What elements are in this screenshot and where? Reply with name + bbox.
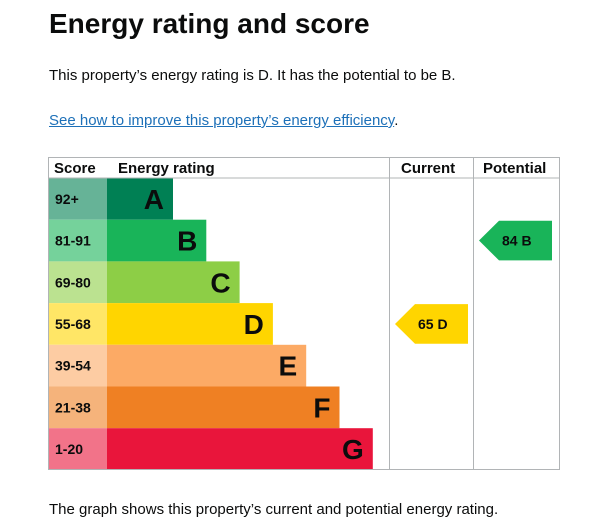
current-rating-arrow bbox=[395, 304, 468, 344]
page-title: Energy rating and score bbox=[49, 8, 370, 39]
potential-rating-arrow bbox=[479, 220, 552, 261]
current-rating-label: 65 D bbox=[418, 316, 448, 332]
rating-letter-g: G bbox=[342, 434, 364, 465]
rating-bar-c bbox=[107, 261, 240, 304]
rating-letter-e: E bbox=[279, 351, 298, 382]
rating-bar-f bbox=[107, 386, 340, 429]
rating-letter-d: D bbox=[244, 309, 264, 340]
rating-bar-b bbox=[107, 219, 207, 262]
potential-rating-label: 84 B bbox=[502, 233, 532, 249]
energy-rating-graph: Score Energy rating Current Potential 92+ A 81… bbox=[48, 157, 560, 470]
graph-footnote: The graph shows this property’s current … bbox=[49, 501, 499, 518]
rating-bar-e bbox=[107, 344, 307, 387]
improve-efficiency-link[interactable]: See how to improve this property’s energ… bbox=[49, 112, 395, 129]
score-cell-e bbox=[48, 344, 107, 387]
chart-border bbox=[48, 157, 560, 470]
score-cell-a bbox=[48, 178, 107, 220]
rating-letter-a: A bbox=[144, 184, 164, 215]
score-cell-c bbox=[48, 261, 107, 304]
score-range-f: 21-38 bbox=[55, 399, 91, 415]
score-range-e: 39-54 bbox=[55, 358, 91, 374]
rating-letter-c: C bbox=[210, 267, 230, 298]
score-range-c: 69-80 bbox=[55, 274, 91, 290]
score-cell-d bbox=[48, 303, 107, 345]
link-suffix: . bbox=[394, 112, 399, 129]
energy-rating-header: Energy rating bbox=[118, 160, 215, 177]
rating-bar-d bbox=[107, 303, 273, 345]
potential-header: Potential bbox=[483, 160, 546, 177]
score-range-d: 55-68 bbox=[55, 316, 91, 332]
score-cell-b bbox=[48, 219, 107, 262]
rating-bar-g bbox=[107, 428, 373, 470]
score-cell-g bbox=[48, 428, 107, 470]
rating-summary: This property’s energy rating is D. It h… bbox=[49, 67, 456, 84]
score-header: Score bbox=[54, 160, 96, 177]
rating-letter-f: F bbox=[313, 392, 330, 423]
energy-rating-chart: Score Energy rating Current Potential 92+ A 81… bbox=[48, 157, 560, 470]
score-range-a: 92+ bbox=[55, 191, 79, 207]
rating-bar-a bbox=[107, 178, 173, 220]
rating-letter-b: B bbox=[177, 226, 197, 257]
improve-link-line: See how to improve this property’s energ… bbox=[49, 111, 398, 131]
current-header: Current bbox=[401, 160, 455, 177]
score-range-g: 1-20 bbox=[55, 441, 83, 457]
score-cell-f bbox=[48, 386, 107, 429]
score-range-b: 81-91 bbox=[55, 233, 91, 249]
